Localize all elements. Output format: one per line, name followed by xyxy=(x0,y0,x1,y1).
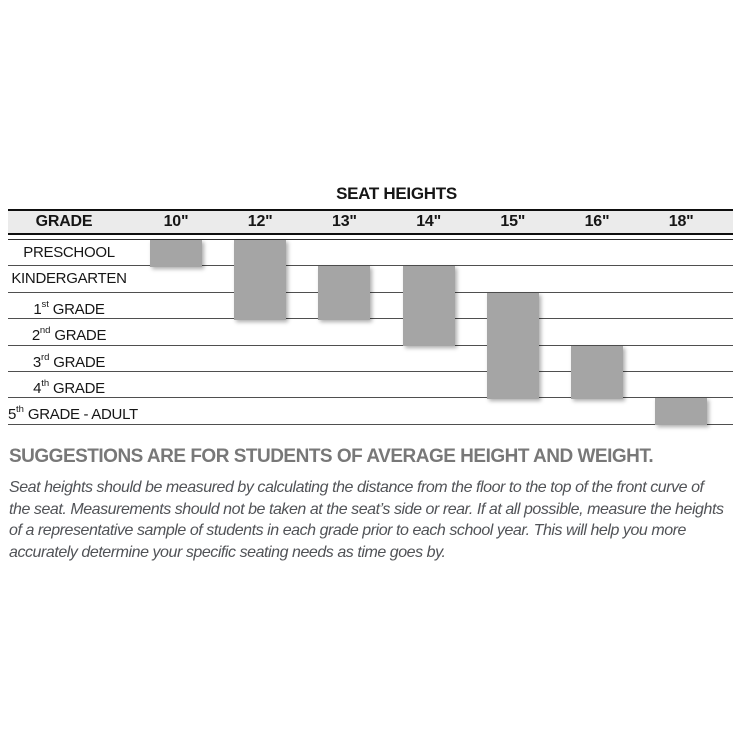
column-header-seat-height: 18" xyxy=(668,213,694,230)
grade-row-label: 3rd GRADE xyxy=(32,351,106,371)
seat-height-range-bar xyxy=(402,266,455,347)
seat-heights-chart: SEAT HEIGHTS GRADE 10" 12" 13" 14" 15" 16" 18"… xyxy=(8,184,733,426)
grade-row-label: 1st GRADE xyxy=(33,298,105,318)
column-header-seat-height: 16" xyxy=(584,213,610,230)
column-header-seat-height: 13" xyxy=(331,213,357,230)
grade-row: PRESCHOOL xyxy=(8,240,733,267)
column-header-grade: GRADE xyxy=(35,213,93,230)
grade-row: 5th GRADE - ADULT xyxy=(8,398,733,425)
table-header-row: GRADE 10" 12" 13" 14" 15" 16" 18" xyxy=(8,209,733,235)
note-body: Seat heights should be measured by calcu… xyxy=(9,479,724,561)
seat-height-range-bar xyxy=(318,266,371,320)
seat-height-range-bar xyxy=(486,292,539,399)
grade-row-label: PRESCHOOL xyxy=(23,244,115,261)
note-section: SUGGESTIONS ARE FOR STUDENTS OF AVERAGE … xyxy=(9,446,731,563)
column-header-seat-height: 14" xyxy=(416,213,441,230)
seat-height-range-bar xyxy=(150,240,202,267)
column-header-seat-height: 12" xyxy=(247,213,273,230)
table-body: PRESCHOOL KINDERGARTEN 1st GRADE 2nd GRADE 3… xyxy=(8,240,733,426)
grade-row: 4th GRADE xyxy=(8,372,733,399)
grade-row: 2nd GRADE xyxy=(8,319,733,346)
grade-row: 3rd GRADE xyxy=(8,346,733,372)
column-header-seat-height: 15" xyxy=(500,213,526,230)
column-header-seat-height: 10" xyxy=(163,213,189,230)
grade-row-label: 2nd GRADE xyxy=(31,325,107,345)
grade-row-label: 5th GRADE - ADULT xyxy=(8,404,138,424)
grade-row: KINDERGARTEN xyxy=(8,266,733,293)
seat-height-range-bar xyxy=(571,345,623,399)
seat-height-range-bar xyxy=(655,398,708,426)
seat-height-range-bar xyxy=(234,240,287,320)
grade-row-label: KINDERGARTEN xyxy=(11,270,127,288)
header-underline xyxy=(8,239,733,240)
grade-row: 1st GRADE xyxy=(8,293,733,320)
grade-row-label: 4th GRADE xyxy=(33,377,105,397)
note-heading: SUGGESTIONS ARE FOR STUDENTS OF AVERAGE … xyxy=(9,446,654,467)
chart-title: SEAT HEIGHTS xyxy=(336,184,457,203)
